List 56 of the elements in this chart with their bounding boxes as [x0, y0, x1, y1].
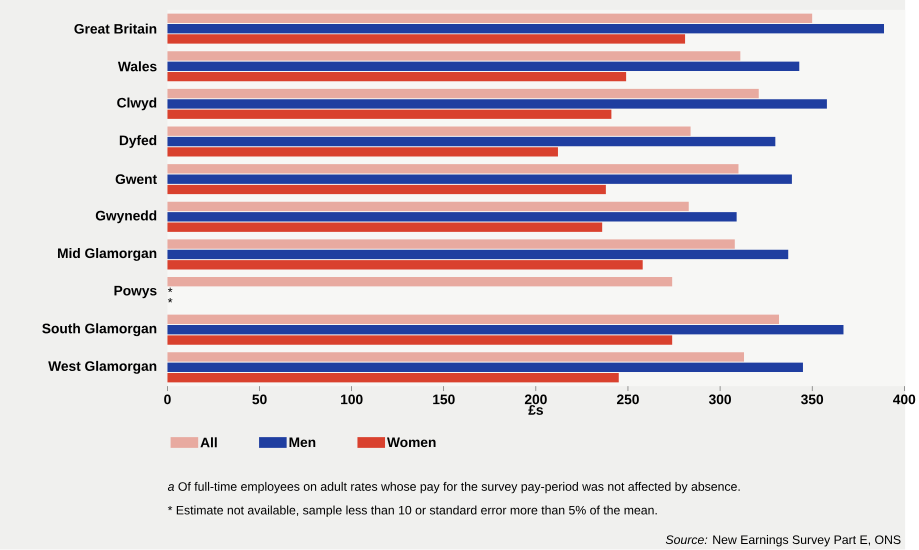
bar [167, 89, 759, 98]
bar [167, 202, 689, 212]
bar [167, 314, 780, 324]
bar [167, 336, 672, 345]
x-tick-label: 350 [801, 394, 824, 404]
y-tick-label: Gwynedd [96, 210, 156, 224]
bar [167, 147, 558, 157]
x-tick-label: 400 [893, 394, 916, 404]
bar [167, 137, 776, 146]
annotation: * [168, 288, 172, 292]
legend-label: Men [290, 438, 316, 448]
bar [167, 34, 686, 44]
bar [167, 250, 788, 260]
x-tick-label: 50 [252, 394, 267, 404]
bar [167, 164, 738, 174]
x-tick-label: 100 [341, 394, 363, 404]
bar [167, 352, 744, 362]
y-tick-label: Clwyd [117, 98, 156, 110]
bar [167, 325, 844, 335]
annotation: * [168, 298, 172, 303]
bar [167, 260, 643, 270]
bar [167, 110, 612, 120]
y-tick-label: Dyfed [120, 135, 156, 148]
y-tick-label: Powys [114, 286, 157, 298]
bar [167, 51, 740, 61]
x-tick-label: 250 [616, 394, 639, 404]
y-tick-label: Wales [118, 61, 157, 72]
text: a Of full-time employees on adult rates whose pay for the survey pay-period was not affected by absence. [168, 482, 740, 494]
bar [167, 14, 812, 24]
bar [167, 373, 619, 383]
bar [167, 212, 737, 222]
text: * Estimate not available, sample less than 10 or standard error more than 5% of the mean. [168, 506, 657, 518]
x-tick-label: 150 [433, 394, 455, 404]
x-tick-label: 0 [164, 394, 171, 404]
x-axis-title: £s [528, 405, 543, 415]
y-tick-label: Mid Glamorgan [58, 248, 156, 262]
text: Source: New Earnings Survey Part E, ONS [666, 535, 901, 547]
bar [167, 222, 602, 232]
bar [167, 126, 691, 136]
y-tick-label: Gwent [116, 174, 157, 184]
x-tick-label: 300 [708, 394, 731, 404]
bar [167, 277, 672, 287]
x-tick-label: 200 [524, 394, 547, 404]
y-tick-label: South Glamorgan [42, 323, 156, 336]
bar [167, 362, 803, 372]
bar [167, 72, 626, 82]
bar [167, 24, 884, 34]
y-tick-label: Great Britain [74, 24, 156, 34]
legend-label: All [200, 437, 217, 448]
bar [167, 62, 800, 72]
bar [167, 174, 792, 184]
bar [167, 185, 606, 194]
bar [167, 99, 827, 109]
legend-label: Women [387, 438, 436, 448]
bar [167, 240, 735, 249]
y-tick-label: West Glamorgan [48, 361, 156, 374]
